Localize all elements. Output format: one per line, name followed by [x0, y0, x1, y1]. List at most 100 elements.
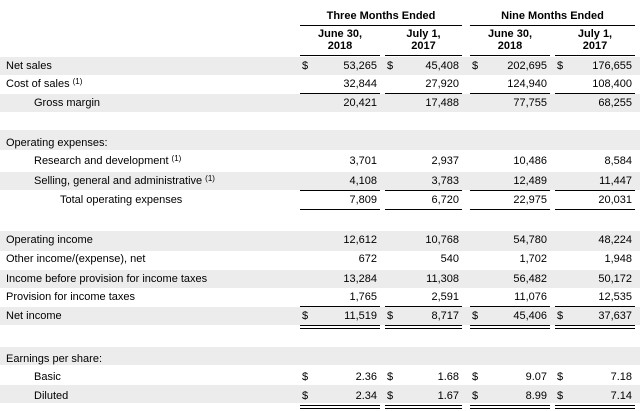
total-rule	[470, 209, 550, 210]
col-header-2-line1: July 1,	[406, 28, 441, 40]
currency-symbol: $	[557, 310, 564, 322]
currency-symbol: $	[387, 371, 394, 383]
total-rule	[470, 405, 550, 409]
row-label-income-before-tax: Income before provision for income taxes	[6, 270, 207, 288]
row-label-text: Earnings per share:	[6, 353, 102, 365]
value-cell: 7,809	[349, 194, 377, 206]
total-rule	[555, 93, 635, 94]
total-rule	[300, 306, 380, 307]
row-label-text: Net income	[6, 310, 62, 322]
row-band	[0, 307, 640, 325]
value-cell: 1,765	[349, 291, 377, 303]
value-cell: 11,308	[426, 273, 459, 285]
col-header-1-line2: 2018	[327, 40, 353, 52]
value-cell: 32,844	[343, 78, 377, 90]
currency-symbol: $	[472, 60, 479, 72]
col-rule	[555, 55, 635, 56]
value-cell: 2,937	[431, 155, 459, 167]
col-header-2-line2: 2017	[411, 40, 436, 52]
value-cell: 20,031	[598, 194, 632, 206]
value-cell: 202,695	[507, 60, 547, 72]
total-rule	[470, 190, 550, 191]
currency-symbol: $	[387, 310, 394, 322]
value-cell: 1,702	[519, 253, 547, 265]
value-cell: 45,408	[425, 60, 459, 72]
value-cell: 12,489	[513, 175, 547, 187]
col-header-4-line1: July 1,	[577, 28, 613, 40]
row-label-text: Basic	[34, 371, 61, 383]
value-cell: 11,519	[344, 310, 377, 322]
row-band	[0, 172, 640, 190]
col-header-3-line2: 2018	[497, 40, 523, 52]
row-label-basic: Basic	[34, 368, 61, 386]
value-cell: 48,224	[598, 234, 632, 246]
total-rule	[385, 325, 462, 329]
col-rule	[385, 55, 462, 56]
row-label-text: Selling, general and administrative	[34, 175, 203, 187]
value-cell: 7.14	[610, 390, 632, 402]
col-header-3: June 30, 2018	[470, 28, 550, 52]
currency-symbol: $	[472, 390, 479, 402]
value-cell: 2.36	[355, 371, 377, 383]
value-cell: 12,612	[343, 234, 377, 246]
footnote-mark: (1)	[205, 174, 215, 183]
total-rule	[555, 405, 635, 409]
col-header-2: July 1, 2017	[385, 28, 462, 52]
footnote-mark: (1)	[72, 77, 83, 86]
value-cell: 11,076	[514, 291, 547, 303]
currency-symbol: $	[472, 310, 479, 322]
header-rule	[470, 25, 635, 26]
row-label-sga: Selling, general and administrative (1)	[34, 172, 215, 190]
value-cell: 4,108	[349, 175, 377, 187]
row-label-gross-margin: Gross margin	[34, 94, 100, 112]
value-cell: 53,265	[343, 60, 377, 72]
row-label-text: Net sales	[6, 60, 52, 72]
total-rule	[470, 93, 550, 94]
total-rule	[470, 306, 550, 307]
total-rule	[385, 306, 462, 307]
total-rule	[300, 209, 380, 210]
currency-symbol: $	[302, 60, 309, 72]
row-band	[0, 231, 640, 251]
total-rule	[385, 209, 462, 210]
footnote-mark: (1)	[171, 154, 182, 163]
currency-symbol: $	[557, 371, 564, 383]
total-rule	[555, 209, 635, 210]
row-label-other-income: Other income/(expense), net	[6, 250, 145, 268]
row-label-total-opex: Total operating expenses	[60, 191, 182, 209]
total-rule	[300, 405, 380, 409]
value-cell: 2,591	[431, 291, 459, 303]
row-label-provision: Provision for income taxes	[6, 288, 135, 306]
currency-symbol: $	[302, 310, 309, 322]
value-cell: 56,482	[513, 273, 547, 285]
row-label-rnd: Research and development (1)	[34, 152, 181, 170]
total-rule	[385, 93, 462, 94]
currency-symbol: $	[302, 390, 309, 402]
value-cell: 3,783	[431, 175, 459, 187]
value-cell: 77,755	[513, 97, 547, 109]
row-label-cost-of-sales: Cost of sales (1)	[6, 75, 82, 93]
row-label-text: Diluted	[34, 390, 69, 402]
row-label-text: Gross margin	[34, 97, 101, 109]
col-header-1-line1: June 30,	[317, 28, 363, 40]
value-cell: 17,488	[425, 97, 459, 109]
value-cell: 8,584	[604, 155, 632, 167]
row-label-eps: Earnings per share:	[6, 350, 102, 368]
value-cell: 54,780	[513, 234, 547, 246]
value-cell: 1.68	[437, 371, 459, 383]
value-cell: 540	[440, 253, 459, 265]
value-cell: 37,637	[598, 310, 632, 322]
value-cell: 10,486	[513, 155, 547, 167]
row-band	[0, 130, 640, 150]
col-rule	[470, 55, 550, 56]
row-band	[0, 347, 640, 365]
value-cell: 2.34	[355, 390, 377, 402]
value-cell: 20,421	[343, 97, 377, 109]
value-cell: 3,701	[349, 155, 377, 167]
value-cell: 9.07	[525, 371, 547, 383]
currency-symbol: $	[557, 390, 564, 402]
row-label-text: Operating expenses:	[6, 137, 108, 149]
currency-symbol: $	[472, 371, 479, 383]
col-header-4: July 1, 2017	[555, 28, 635, 52]
currency-symbol: $	[557, 60, 564, 72]
